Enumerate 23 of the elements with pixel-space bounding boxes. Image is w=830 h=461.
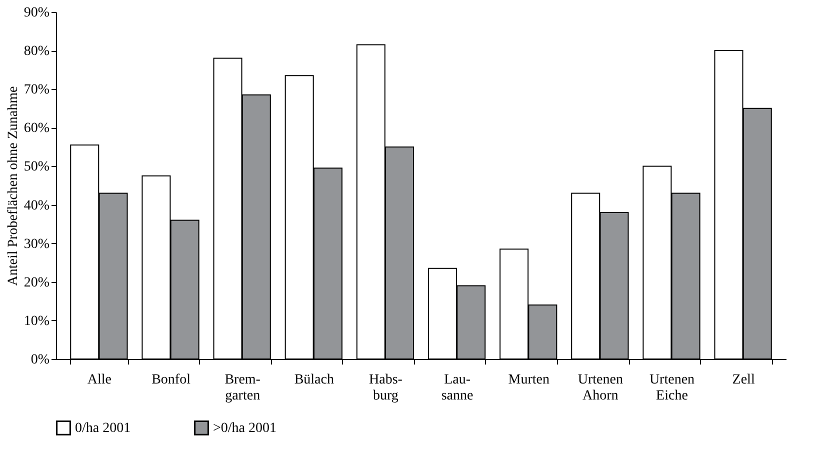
x-tick-label: Bonfol [152, 372, 191, 388]
x-tick-label: Bülach [294, 372, 334, 388]
y-tick-label: 30% [24, 236, 50, 252]
y-tick-label: 0% [30, 352, 50, 368]
y-tick-label: 80% [24, 44, 50, 60]
legend-label: >0/ha 2001 [213, 420, 276, 436]
y-tick-label: 70% [24, 82, 50, 98]
legend-label: 0/ha 2001 [75, 420, 131, 436]
x-tick-label: Urtenen Eiche [649, 372, 695, 404]
y-axis-title: Anteil Probeflächen ohne Zunahme [6, 86, 21, 286]
y-tick-label: 50% [24, 160, 50, 175]
x-tick-label: Zell [732, 372, 755, 388]
x-tick-label: Lau- sanne [441, 372, 474, 404]
x-tick-label: Alle [87, 372, 112, 388]
x-tick-label: Murten [508, 372, 550, 388]
y-tick-label: 10% [24, 314, 50, 329]
x-tick-label: Habs- burg [368, 372, 403, 404]
x-tick-label: Urtenen Ahorn [578, 372, 623, 404]
y-tick-label: 60% [24, 121, 50, 136]
y-tick-label: 90% [24, 6, 50, 20]
y-tick-label: 20% [24, 275, 50, 290]
x-tick-label: Brem- garten [224, 372, 261, 404]
y-tick-label: 40% [24, 198, 50, 214]
